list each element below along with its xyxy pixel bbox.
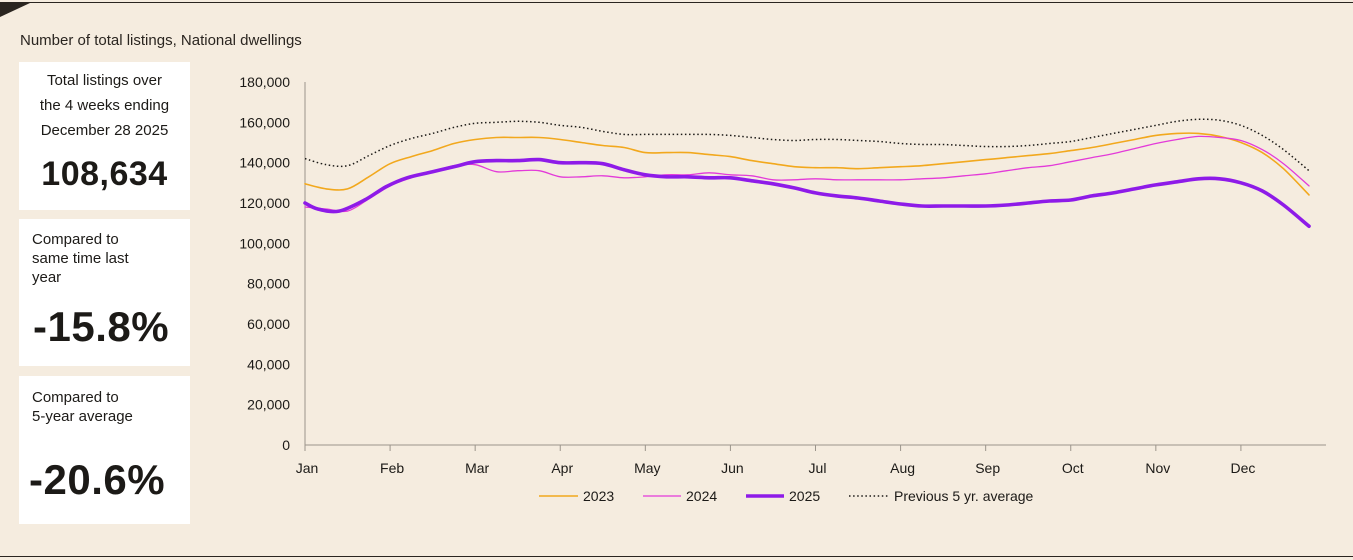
total-listings-label-line-2: the 4 weeks ending — [39, 97, 170, 114]
legend-label: 2024 — [686, 488, 717, 504]
five-year-change-card: Compared to 5-year average -20.6% — [19, 376, 190, 524]
series-line-2025 — [303, 157, 1311, 228]
y-tick-label: 100,000 — [239, 235, 290, 251]
x-tick-label: Jul — [809, 460, 827, 476]
y-tick-label: 80,000 — [247, 276, 290, 292]
x-tick-label: Mar — [465, 460, 489, 476]
total-listings-label-line-1: Total listings over — [46, 72, 163, 89]
legend-label: Previous 5 yr. average — [894, 488, 1034, 504]
y-tick-label: 120,000 — [239, 195, 290, 211]
total-listings-value: 108,634 — [41, 155, 168, 193]
top-rule — [0, 2, 1353, 3]
y-tick-label: 40,000 — [247, 356, 290, 372]
series-line-previous-5-yr-average — [304, 118, 1310, 172]
bottom-rule — [0, 556, 1353, 557]
y-tick-label: 0 — [282, 437, 290, 453]
x-tick-label: Nov — [1145, 460, 1170, 476]
yoy-change-label-line-3: year — [32, 269, 62, 286]
y-tick-label: 20,000 — [247, 397, 290, 413]
corner-flag — [0, 3, 30, 17]
five-year-change-value: -20.6% — [29, 456, 166, 503]
yoy-change-label-line-1: Compared to — [32, 231, 119, 248]
x-tick-label: Dec — [1230, 460, 1255, 476]
series-line-2024 — [304, 135, 1310, 213]
y-tick-label: 180,000 — [239, 74, 290, 90]
x-tick-label: May — [634, 460, 660, 476]
y-tick-label: 140,000 — [239, 155, 290, 171]
x-tick-label: Aug — [890, 460, 915, 476]
five-year-change-label-line-1: Compared to — [32, 389, 119, 406]
page-title: Number of total listings, National dwell… — [20, 32, 302, 49]
x-tick-label: Feb — [380, 460, 404, 476]
y-tick-label: 60,000 — [247, 316, 290, 332]
total-listings-label-line-3: December 28 2025 — [40, 122, 169, 139]
series-line-2023 — [304, 132, 1310, 196]
x-tick-label: Oct — [1062, 460, 1084, 476]
yoy-change-value: -15.8% — [33, 303, 170, 350]
five-year-change-label-line-2: 5-year average — [32, 408, 133, 425]
y-tick-label: 160,000 — [239, 114, 290, 130]
yoy-change-label-line-2: same time last — [32, 250, 129, 267]
yoy-change-card: Compared to same time last year -15.8% — [19, 219, 190, 366]
total-listings-card: Total listings over the 4 weeks ending D… — [19, 62, 190, 210]
legend-label: 2023 — [583, 488, 614, 504]
legend-label: 2025 — [789, 488, 820, 504]
x-tick-label: Apr — [551, 460, 573, 476]
x-tick-label: Jun — [721, 460, 744, 476]
x-tick-label: Jan — [296, 460, 319, 476]
x-tick-label: Sep — [975, 460, 1000, 476]
